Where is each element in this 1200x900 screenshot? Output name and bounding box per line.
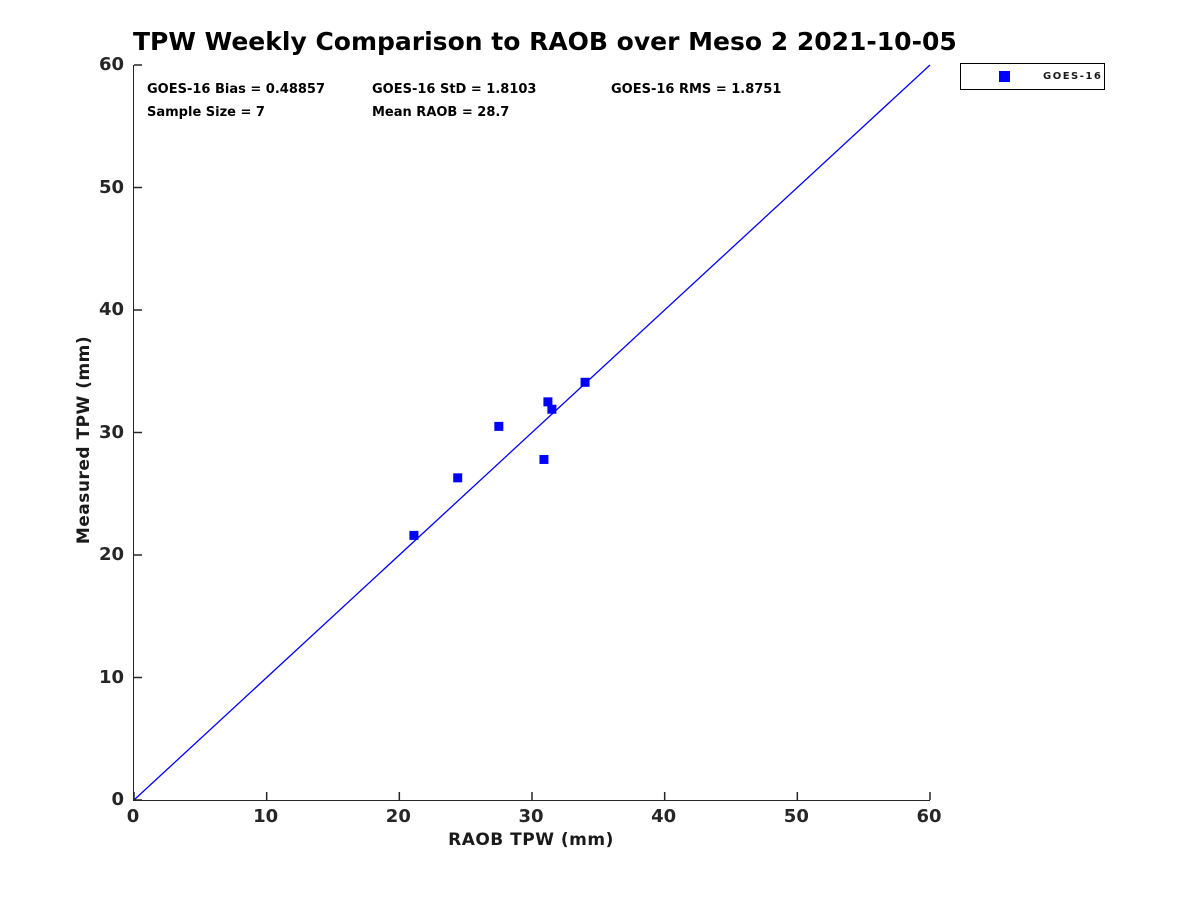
- chart-title: TPW Weekly Comparison to RAOB over Meso …: [133, 27, 957, 56]
- data-point-square: [547, 404, 557, 414]
- reference-line: [133, 64, 931, 801]
- x-tick-label: 30: [518, 806, 544, 827]
- stat-std: GOES-16 StD = 1.8103: [372, 82, 537, 97]
- y-tick-label: 50: [98, 176, 124, 198]
- x-tick-label: 10: [253, 806, 279, 827]
- data-point-square: [494, 421, 504, 431]
- x-tick-label: 50: [783, 806, 809, 827]
- data-point-square: [539, 454, 549, 464]
- stat-sample-size: Sample Size = 7: [147, 105, 265, 120]
- x-tick-label: 40: [651, 806, 677, 827]
- legend-square-marker-icon: [999, 71, 1010, 82]
- x-tick-label: 60: [916, 806, 942, 827]
- x-tick-label: 20: [385, 806, 411, 827]
- data-point-square: [580, 377, 590, 387]
- x-tick-label: 0: [126, 806, 140, 827]
- y-tick-label: 10: [98, 666, 124, 688]
- stat-rms: GOES-16 RMS = 1.8751: [611, 82, 782, 97]
- data-point-square: [543, 397, 553, 407]
- plot-canvas: [133, 64, 931, 801]
- stat-mean-raob: Mean RAOB = 28.7: [372, 105, 510, 120]
- y-tick-label: 0: [111, 789, 124, 810]
- legend: GOES-16: [960, 63, 1105, 90]
- y-tick-label: 20: [98, 544, 124, 565]
- plot-area: [133, 64, 931, 801]
- data-point-square: [409, 530, 419, 540]
- legend-label: GOES-16: [1043, 71, 1103, 82]
- x-axis-label: RAOB TPW (mm): [448, 830, 614, 850]
- y-tick-label: 30: [98, 421, 124, 443]
- stat-bias: GOES-16 Bias = 0.48857: [147, 82, 326, 97]
- y-tick-label: 60: [98, 54, 124, 75]
- data-point-square: [453, 473, 463, 483]
- y-tick-label: 40: [98, 299, 124, 320]
